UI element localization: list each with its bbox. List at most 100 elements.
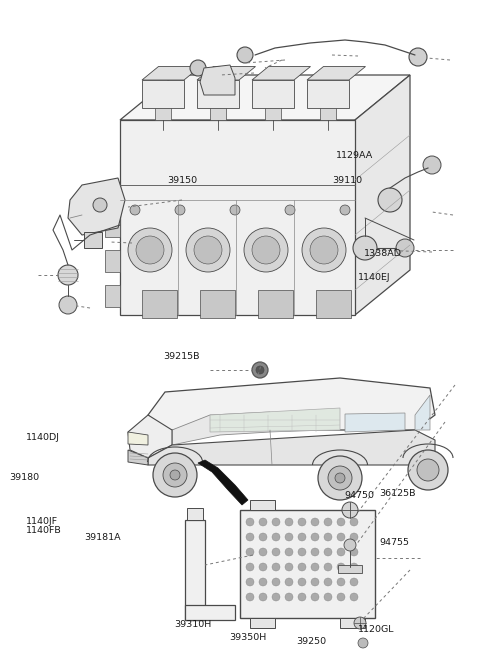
Circle shape — [337, 563, 345, 571]
Text: 39180: 39180 — [10, 473, 40, 482]
Bar — [105, 215, 120, 237]
Circle shape — [324, 548, 332, 556]
Circle shape — [252, 362, 268, 378]
Circle shape — [311, 578, 319, 586]
Text: 1338AD: 1338AD — [364, 249, 402, 258]
Text: 1120GL: 1120GL — [358, 625, 394, 634]
Circle shape — [246, 518, 254, 526]
Circle shape — [259, 593, 267, 601]
Circle shape — [259, 563, 267, 571]
Circle shape — [272, 593, 280, 601]
Text: 94750: 94750 — [345, 491, 374, 501]
Circle shape — [337, 548, 345, 556]
Circle shape — [324, 593, 332, 601]
Circle shape — [128, 228, 172, 272]
Bar — [250, 618, 275, 628]
Circle shape — [136, 236, 164, 264]
Polygon shape — [270, 413, 330, 432]
Polygon shape — [210, 408, 340, 432]
Bar — [250, 500, 275, 510]
Circle shape — [311, 593, 319, 601]
Circle shape — [194, 236, 222, 264]
Circle shape — [130, 205, 140, 215]
Circle shape — [285, 205, 295, 215]
Polygon shape — [200, 65, 235, 95]
Circle shape — [272, 533, 280, 541]
Bar — [316, 290, 351, 318]
Circle shape — [259, 578, 267, 586]
Polygon shape — [198, 460, 248, 505]
Circle shape — [350, 578, 358, 586]
Circle shape — [417, 459, 439, 481]
Circle shape — [285, 518, 293, 526]
Circle shape — [311, 548, 319, 556]
Circle shape — [298, 548, 306, 556]
Polygon shape — [307, 80, 349, 108]
Bar — [200, 290, 235, 318]
Circle shape — [353, 236, 377, 260]
Circle shape — [302, 228, 346, 272]
Circle shape — [350, 518, 358, 526]
Text: 39110: 39110 — [333, 176, 363, 185]
Bar — [320, 108, 336, 120]
Circle shape — [324, 518, 332, 526]
Bar — [240, 510, 375, 618]
Bar — [338, 565, 362, 573]
Text: 94755: 94755 — [379, 538, 409, 547]
Circle shape — [252, 236, 280, 264]
Circle shape — [344, 539, 356, 551]
Text: 1140FB: 1140FB — [26, 526, 62, 535]
Circle shape — [350, 563, 358, 571]
Circle shape — [244, 228, 288, 272]
Bar — [105, 285, 120, 307]
Text: 39215B: 39215B — [163, 352, 200, 361]
Polygon shape — [142, 80, 184, 108]
Circle shape — [409, 48, 427, 66]
Polygon shape — [345, 413, 405, 432]
Circle shape — [354, 617, 366, 629]
Text: 1140JF: 1140JF — [26, 517, 59, 526]
Circle shape — [423, 156, 441, 174]
Bar — [265, 108, 281, 120]
Circle shape — [298, 563, 306, 571]
Polygon shape — [128, 432, 148, 445]
Circle shape — [337, 578, 345, 586]
Bar — [155, 108, 171, 120]
Circle shape — [335, 473, 345, 483]
Polygon shape — [120, 75, 410, 120]
Bar — [84, 232, 102, 248]
Circle shape — [350, 548, 358, 556]
Polygon shape — [355, 75, 410, 315]
Circle shape — [285, 578, 293, 586]
Circle shape — [324, 563, 332, 571]
Circle shape — [272, 578, 280, 586]
Circle shape — [408, 450, 448, 490]
Circle shape — [396, 239, 414, 257]
Circle shape — [256, 366, 264, 374]
Circle shape — [298, 578, 306, 586]
Circle shape — [350, 593, 358, 601]
Text: 39310H: 39310H — [174, 620, 211, 629]
Circle shape — [190, 60, 206, 76]
Circle shape — [93, 198, 107, 212]
Circle shape — [350, 533, 358, 541]
Circle shape — [342, 502, 358, 518]
Circle shape — [153, 453, 197, 497]
Circle shape — [318, 456, 362, 500]
Polygon shape — [172, 412, 270, 445]
Polygon shape — [68, 178, 125, 235]
Circle shape — [272, 548, 280, 556]
Circle shape — [186, 228, 230, 272]
Circle shape — [272, 563, 280, 571]
Polygon shape — [128, 415, 172, 458]
Text: 39181A: 39181A — [84, 532, 120, 542]
Bar — [258, 290, 293, 318]
Polygon shape — [120, 120, 355, 315]
Text: 39350H: 39350H — [229, 633, 267, 642]
Circle shape — [337, 533, 345, 541]
Circle shape — [170, 470, 180, 480]
Circle shape — [324, 533, 332, 541]
Circle shape — [230, 205, 240, 215]
Circle shape — [175, 205, 185, 215]
Circle shape — [237, 47, 253, 63]
